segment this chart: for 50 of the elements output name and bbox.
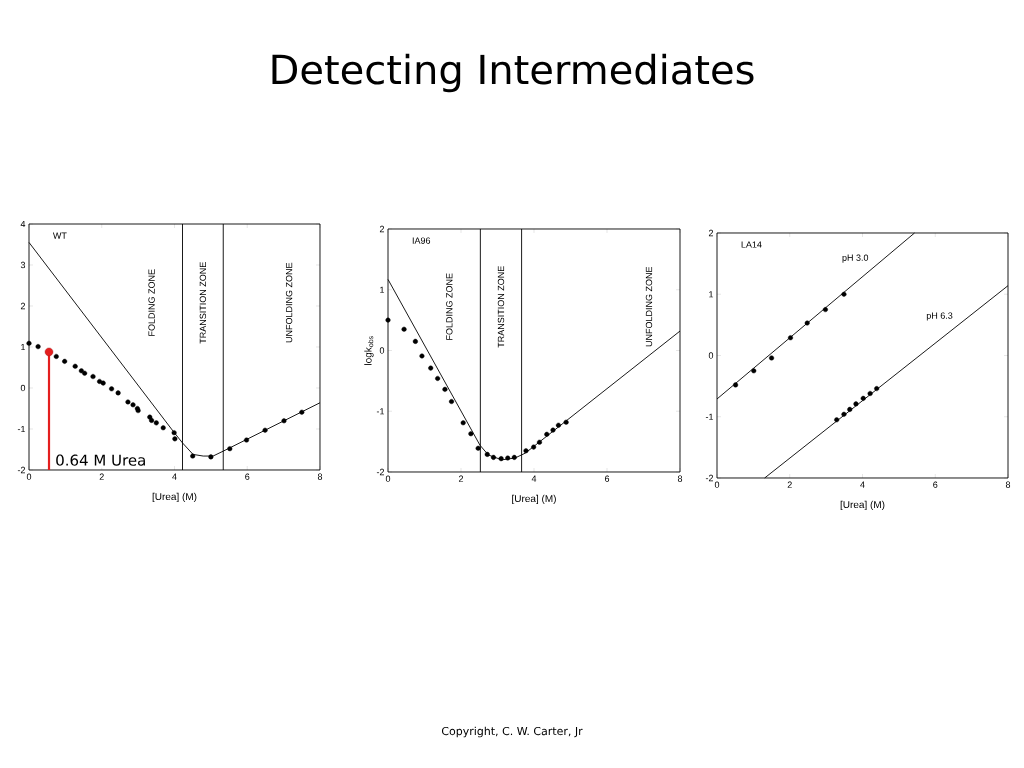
x-tick-label: 6	[933, 481, 938, 488]
x-tick-label: 0	[385, 475, 391, 482]
x-tick-label: 8	[677, 475, 683, 482]
y-tick-label: 0	[20, 384, 26, 392]
y-axis-title: logk$_{obs}$	[364, 336, 374, 365]
annotation: WT	[52, 232, 67, 239]
text: 0.64 M Urea	[56, 454, 145, 466]
annotation: LA14	[741, 241, 762, 248]
annotation: TRANSITION ZONE	[497, 266, 505, 348]
x-tick-label: 2	[99, 473, 104, 480]
x-tick-label: 8	[1005, 481, 1011, 488]
x-tick-label: 8	[317, 473, 323, 480]
y-tick-label: 2	[379, 225, 385, 233]
x-tick-label: 0	[714, 481, 720, 488]
annotation: TRANSITION ZONE	[199, 262, 207, 344]
y-tick-label: -1	[17, 425, 26, 433]
series-label: pH 3.0	[842, 254, 869, 263]
x-tick-label: 4	[860, 481, 865, 488]
annotation: IA96	[412, 237, 431, 244]
y-tick-label: 1	[709, 291, 714, 298]
y-tick-label: -2	[376, 468, 385, 476]
series-label: pH 6.3	[926, 312, 953, 321]
y-tick-label: 2	[20, 302, 26, 310]
y-tick-label: 1	[380, 286, 385, 293]
x-tick-label: 2	[787, 481, 792, 488]
y-tick-label: 1	[21, 343, 26, 351]
y-tick-label: -2	[705, 474, 714, 482]
y-tick-label: 0	[379, 347, 385, 354]
y-tick-label: 4	[20, 220, 26, 228]
x-tick-label: 4	[172, 473, 177, 480]
x-axis-title: [Urea] (M)	[840, 500, 885, 511]
annotation: FOLDING ZONE	[446, 273, 453, 340]
x-tick-label: 2	[458, 475, 464, 482]
y-tick-label: -2	[17, 466, 26, 474]
annotation: FOLDING ZONE	[148, 269, 155, 336]
x-tick-label: 6	[245, 473, 250, 480]
x-axis-title: [Urea] (M)	[512, 494, 556, 505]
chart-title: Detecting Intermediates	[272, 53, 754, 93]
annotation: UNFOLDING ZONE	[645, 266, 653, 347]
y-tick-label: 0	[708, 352, 714, 359]
text: Copyright, C. W. Carter, Jr	[441, 726, 583, 738]
x-tick-label: 4	[531, 475, 537, 482]
x-tick-label: 6	[604, 475, 610, 482]
y-tick-label: 2	[708, 229, 714, 237]
x-tick-label: 0	[26, 473, 32, 480]
y-tick-label: -1	[705, 413, 714, 420]
x-axis-title: [Urea] (M)	[152, 492, 197, 503]
annotation: UNFOLDING ZONE	[285, 262, 293, 343]
y-tick-label: -1	[376, 408, 385, 415]
y-tick-label: 3	[20, 261, 26, 269]
